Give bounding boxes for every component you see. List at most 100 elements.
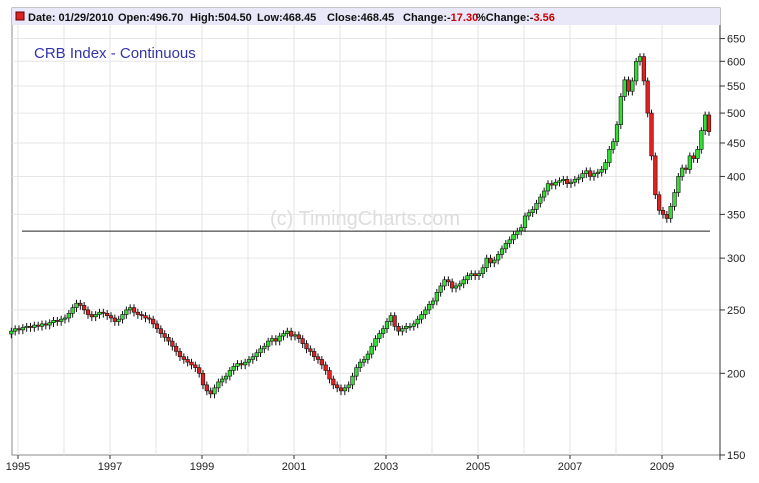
candle-body (618, 96, 623, 125)
candle-body (13, 328, 18, 332)
candle-body (16, 328, 22, 331)
candle-body (473, 273, 478, 277)
candle-body (430, 300, 436, 305)
candle-body (526, 212, 531, 217)
candle-body (239, 363, 244, 366)
header-band (12, 8, 720, 25)
candle-body (143, 315, 148, 319)
candle-body (561, 178, 566, 182)
candle-body (668, 206, 673, 219)
candle-body (250, 356, 255, 360)
candle-body (289, 330, 294, 337)
y-tick-label: 150 (727, 450, 745, 462)
candle-body (20, 327, 25, 331)
candle-body (82, 305, 87, 311)
y-tick-label: 400 (727, 171, 745, 183)
candle-body (442, 279, 447, 287)
candle-body (588, 170, 593, 177)
candle-body (128, 307, 133, 311)
x-tick-label: 2003 (374, 461, 398, 473)
candle-body (453, 285, 459, 289)
y-tick-label: 500 (727, 108, 745, 120)
candle-body (85, 309, 91, 315)
candle-body (683, 167, 689, 170)
candle-body (166, 337, 171, 342)
candle-body (687, 155, 692, 170)
y-tick-label: 450 (727, 138, 745, 150)
candle-body (599, 169, 604, 173)
candle-body (62, 317, 68, 320)
candle-body (549, 183, 554, 186)
candle-body (262, 345, 267, 350)
candle-body (354, 367, 359, 377)
y-tick-label: 650 (727, 34, 745, 46)
header-info: Date: 01/29/2010 Open:496.70 High:504.50… (28, 12, 555, 24)
candle-body (381, 328, 386, 334)
candle-body (515, 230, 520, 235)
candle-body (706, 114, 712, 132)
candle-body (377, 333, 382, 339)
candle-body (388, 315, 393, 322)
candle-body (93, 314, 98, 318)
candle-body (622, 79, 627, 97)
candle-body (545, 183, 551, 192)
candle-body (197, 367, 202, 374)
candle-body (350, 375, 355, 386)
candle-body (181, 356, 186, 360)
candle-body (396, 325, 401, 332)
candle-body (216, 381, 221, 389)
candle-body (338, 387, 344, 392)
candle-body (323, 364, 328, 371)
candle-body (47, 322, 52, 326)
candle-body (139, 314, 144, 316)
candle-body (235, 363, 240, 367)
x-tick-label: 2009 (650, 461, 674, 473)
candle-body (32, 324, 37, 328)
candle-body (407, 325, 413, 328)
candle-body (227, 370, 232, 377)
candle-body (28, 325, 33, 328)
candle-body (703, 114, 708, 131)
y-tick-label: 250 (727, 305, 745, 317)
candle-body (254, 352, 259, 358)
chart-title: CRB Index - Continuous (34, 45, 196, 62)
candle-body (36, 324, 41, 327)
candle-body (649, 112, 654, 157)
candle-body (542, 190, 547, 198)
candle-body (365, 353, 370, 360)
candle-body (292, 334, 298, 337)
candle-body (611, 141, 616, 150)
candle-body (116, 318, 121, 322)
candle-body (277, 335, 282, 342)
candle-body (373, 338, 378, 347)
candle-body (660, 210, 666, 215)
candle-body (591, 173, 597, 177)
candle-body (112, 317, 117, 322)
candle-body (204, 384, 209, 392)
candle-body (281, 333, 286, 337)
candle-body (645, 80, 650, 114)
candle-body (189, 361, 194, 366)
candle-body (672, 192, 677, 207)
candle-body (147, 317, 152, 320)
y-tick-label: 350 (727, 209, 745, 221)
candle-body (538, 196, 543, 204)
candle-body (177, 351, 183, 358)
candle-body (503, 243, 508, 250)
y-tick-label: 300 (727, 253, 745, 265)
candle-body (476, 273, 482, 277)
candle-body (74, 302, 79, 308)
candle-body (637, 56, 643, 62)
candle-body (419, 314, 424, 320)
candle-body (499, 248, 505, 255)
candle-body (384, 321, 390, 330)
candle-body (434, 292, 439, 302)
candle-body (266, 340, 271, 347)
candle-body (450, 281, 455, 289)
candle-body (105, 313, 110, 316)
candle-body (246, 359, 252, 363)
candle-body (231, 365, 236, 371)
candle-body (120, 314, 125, 320)
candle-body (522, 215, 528, 228)
candle-body (576, 177, 581, 180)
